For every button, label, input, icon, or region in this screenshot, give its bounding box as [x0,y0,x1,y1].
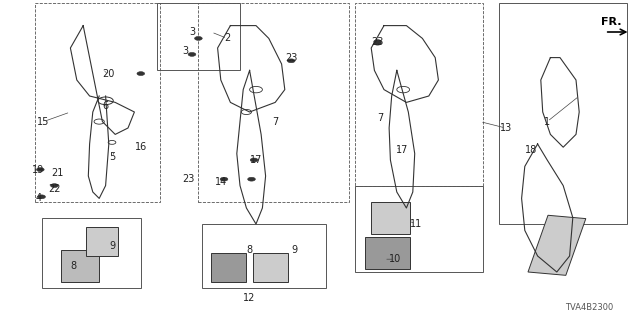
Circle shape [287,59,295,63]
Text: 17: 17 [396,145,408,156]
Text: 2: 2 [224,33,230,44]
Text: 23: 23 [371,36,384,47]
Text: 15: 15 [37,116,50,127]
Text: 7: 7 [378,113,384,124]
Circle shape [220,177,228,181]
Text: 3: 3 [189,27,195,37]
Circle shape [374,41,381,45]
Circle shape [374,40,381,44]
Circle shape [248,177,255,181]
Bar [371,202,410,234]
Circle shape [188,52,196,56]
Bar [198,3,349,202]
Text: 8: 8 [246,244,253,255]
Bar [211,253,246,282]
Text: 6: 6 [102,100,109,111]
Bar [499,3,627,224]
Text: TVA4B2300: TVA4B2300 [564,303,613,312]
Bar [528,215,586,275]
Bar [86,227,118,256]
Bar [355,186,483,272]
Bar [365,237,410,269]
Text: 5: 5 [109,152,115,162]
Text: 12: 12 [243,292,256,303]
Text: 17: 17 [250,155,262,165]
Text: 8: 8 [70,260,77,271]
Text: 1: 1 [544,116,550,127]
Text: 20: 20 [102,68,115,79]
Bar [202,224,326,288]
Bar [355,3,483,186]
Text: 21: 21 [51,168,64,178]
Text: 18: 18 [525,145,538,156]
Text: 14: 14 [214,177,227,188]
Text: 19: 19 [32,164,45,175]
Bar [253,253,288,282]
Bar [35,3,160,202]
Circle shape [38,195,45,199]
Text: FR.: FR. [601,17,621,28]
Text: 9: 9 [109,241,115,252]
Text: 23: 23 [182,174,195,184]
Text: 3: 3 [182,46,189,56]
Circle shape [51,184,58,188]
Circle shape [250,158,258,162]
Text: 9: 9 [291,244,298,255]
Text: 22: 22 [48,184,61,194]
Circle shape [36,168,44,172]
Text: 10: 10 [389,254,402,264]
Bar [157,3,240,70]
Text: 16: 16 [134,142,147,152]
Text: 4: 4 [35,193,42,204]
Text: 13: 13 [499,123,512,133]
Text: 23: 23 [285,52,298,63]
Text: 11: 11 [410,219,422,229]
Bar [61,250,99,282]
Bar [42,218,141,288]
Text: 7: 7 [272,116,278,127]
Circle shape [137,72,145,76]
Circle shape [195,36,202,40]
